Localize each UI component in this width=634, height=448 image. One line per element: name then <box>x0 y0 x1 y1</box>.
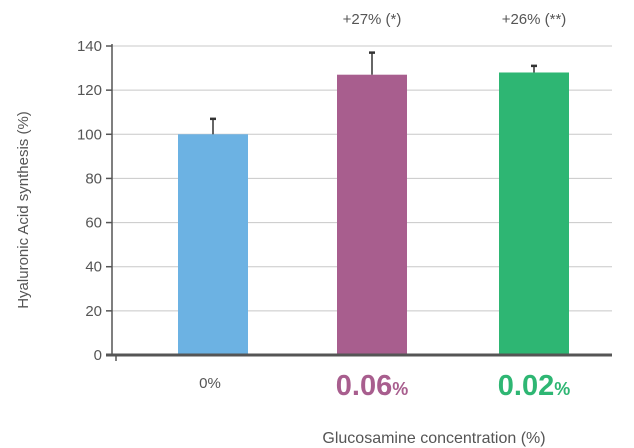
y-axis-label: Hyaluronic Acid synthesis (%) <box>15 111 32 309</box>
x-category-labels: 0% 0.06% 0.02% <box>199 370 570 402</box>
y-tick-label: 140 <box>77 38 102 55</box>
y-tick-label: 40 <box>85 259 102 276</box>
x-tick-label: 0% <box>199 375 221 392</box>
x-tick-value: 0.06 <box>336 370 392 402</box>
x-tick-value: 0.02 <box>498 370 554 402</box>
axes <box>106 44 612 361</box>
y-tick-label: 80 <box>85 170 102 187</box>
bar <box>178 134 248 355</box>
x-tick-unit: % <box>392 379 408 399</box>
bar-annotation: +27% (*) <box>343 11 402 28</box>
x-tick-label: 0.06% <box>336 370 408 402</box>
y-tick-labels: 0 20 40 60 80 100 120 140 <box>77 38 102 364</box>
y-tick-label: 60 <box>85 215 102 232</box>
bars <box>178 51 569 355</box>
x-axis-label: Glucosamine concentration (%) <box>322 430 545 447</box>
bar <box>499 72 569 355</box>
bar-annotation: +26% (**) <box>502 11 567 28</box>
y-tick-label: 0 <box>94 347 102 364</box>
y-tick-label: 120 <box>77 82 102 99</box>
x-tick-label: 0.02% <box>498 370 570 402</box>
bar-annotations: +27% (*) +26% (**) <box>343 11 567 28</box>
y-tick-label: 100 <box>77 126 102 143</box>
x-tick-unit: % <box>554 379 570 399</box>
bar <box>337 74 407 355</box>
y-tick-label: 20 <box>85 303 102 320</box>
